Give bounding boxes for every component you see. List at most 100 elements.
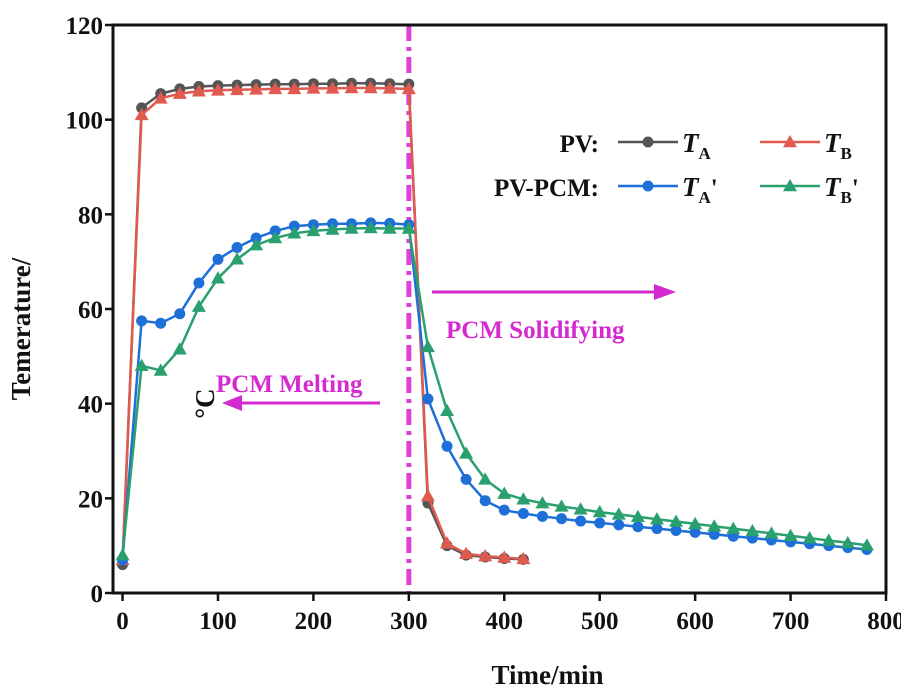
data-point (821, 533, 836, 546)
x-tick-label: 800 (867, 608, 901, 635)
series-layer (115, 77, 874, 571)
series-line (121, 81, 524, 565)
data-point (594, 517, 606, 529)
data-point (153, 363, 168, 376)
data-point (287, 226, 302, 239)
data-point (344, 80, 359, 94)
data-point (153, 91, 168, 104)
data-point (325, 81, 340, 94)
data-point (632, 521, 644, 533)
x-tick-label: 500 (581, 608, 619, 635)
series-line (121, 226, 868, 556)
data-point (441, 440, 453, 452)
data-point (268, 81, 283, 95)
data-point (136, 102, 148, 114)
data-point (745, 523, 760, 537)
data-point (134, 358, 149, 372)
data-point (613, 519, 625, 531)
data-point (191, 84, 206, 97)
data-point (269, 225, 281, 237)
data-point (306, 81, 321, 94)
y-tick-label: 20 (78, 486, 103, 513)
data-point (382, 221, 397, 234)
y-tick-label: 0 (91, 581, 104, 608)
legend-group-label: PV: (560, 131, 599, 158)
annotation-solidifying-label: PCM Solidifying (446, 317, 625, 344)
data-point (726, 521, 741, 534)
data-point (231, 241, 243, 253)
data-point (249, 82, 264, 95)
data-point (497, 486, 512, 499)
data-point (136, 315, 148, 327)
legend-swatch-marker (642, 180, 654, 192)
data-point (478, 549, 493, 562)
data-point (535, 496, 550, 509)
x-tick-label: 200 (295, 608, 333, 635)
data-point (287, 81, 302, 95)
y-tick-label: 100 (66, 108, 104, 135)
data-point (554, 499, 569, 512)
data-point (363, 221, 378, 234)
y-axis-title: Temerature/ (6, 257, 36, 400)
data-point (268, 231, 283, 244)
series-2 (115, 80, 531, 566)
data-point (440, 536, 455, 549)
data-point (172, 342, 187, 355)
data-point (172, 86, 187, 99)
series-line (121, 86, 524, 561)
data-point (575, 515, 587, 527)
data-point (592, 505, 607, 518)
data-point (459, 446, 474, 459)
data-point (764, 526, 779, 539)
legend-entry-label: TA' (682, 172, 718, 207)
data-point (288, 220, 300, 232)
data-point (420, 339, 435, 353)
data-point (651, 523, 663, 535)
data-point (802, 531, 817, 544)
x-axis-title: Time/min (491, 660, 603, 690)
annotation-melting-arrowhead (222, 395, 242, 411)
data-point (210, 83, 225, 96)
data-point (460, 473, 472, 485)
data-point (306, 223, 321, 237)
data-point (478, 472, 493, 485)
data-point (325, 222, 340, 235)
data-point (479, 495, 491, 507)
data-point (516, 551, 531, 565)
series-line (121, 221, 868, 560)
legend-entry-label: TB' (824, 172, 859, 207)
annotation-solidifying-arrowhead (654, 284, 676, 300)
annotations: PCM Melting PCM Solidifying (216, 284, 676, 411)
data-point (536, 510, 548, 522)
data-point (422, 393, 434, 405)
data-point (155, 317, 167, 329)
data-point (611, 507, 626, 520)
data-point (556, 513, 568, 525)
data-point (859, 538, 874, 551)
data-point (382, 81, 397, 94)
data-point (689, 526, 701, 538)
x-tick-label: 400 (486, 608, 524, 635)
data-point (420, 488, 435, 502)
data-point (230, 82, 245, 96)
data-point (707, 519, 722, 532)
data-point (249, 238, 264, 251)
data-point (840, 535, 855, 549)
data-point (250, 232, 262, 244)
legend-entry-label: TB (824, 128, 852, 163)
data-point (230, 252, 245, 265)
data-point (401, 221, 416, 234)
data-point (344, 221, 359, 234)
data-point (516, 492, 531, 505)
legend: PV: TA TB PV-PCM: TA' TB' (494, 128, 859, 207)
data-point (517, 507, 529, 519)
legend-entry-label: TA (682, 128, 712, 163)
x-tick-label: 700 (772, 608, 810, 635)
data-point (649, 512, 664, 525)
data-point (212, 253, 224, 265)
legend-swatch-marker (783, 135, 797, 148)
series-4 (115, 221, 874, 561)
data-point (670, 525, 682, 537)
data-point (115, 548, 130, 561)
data-point (459, 546, 474, 559)
